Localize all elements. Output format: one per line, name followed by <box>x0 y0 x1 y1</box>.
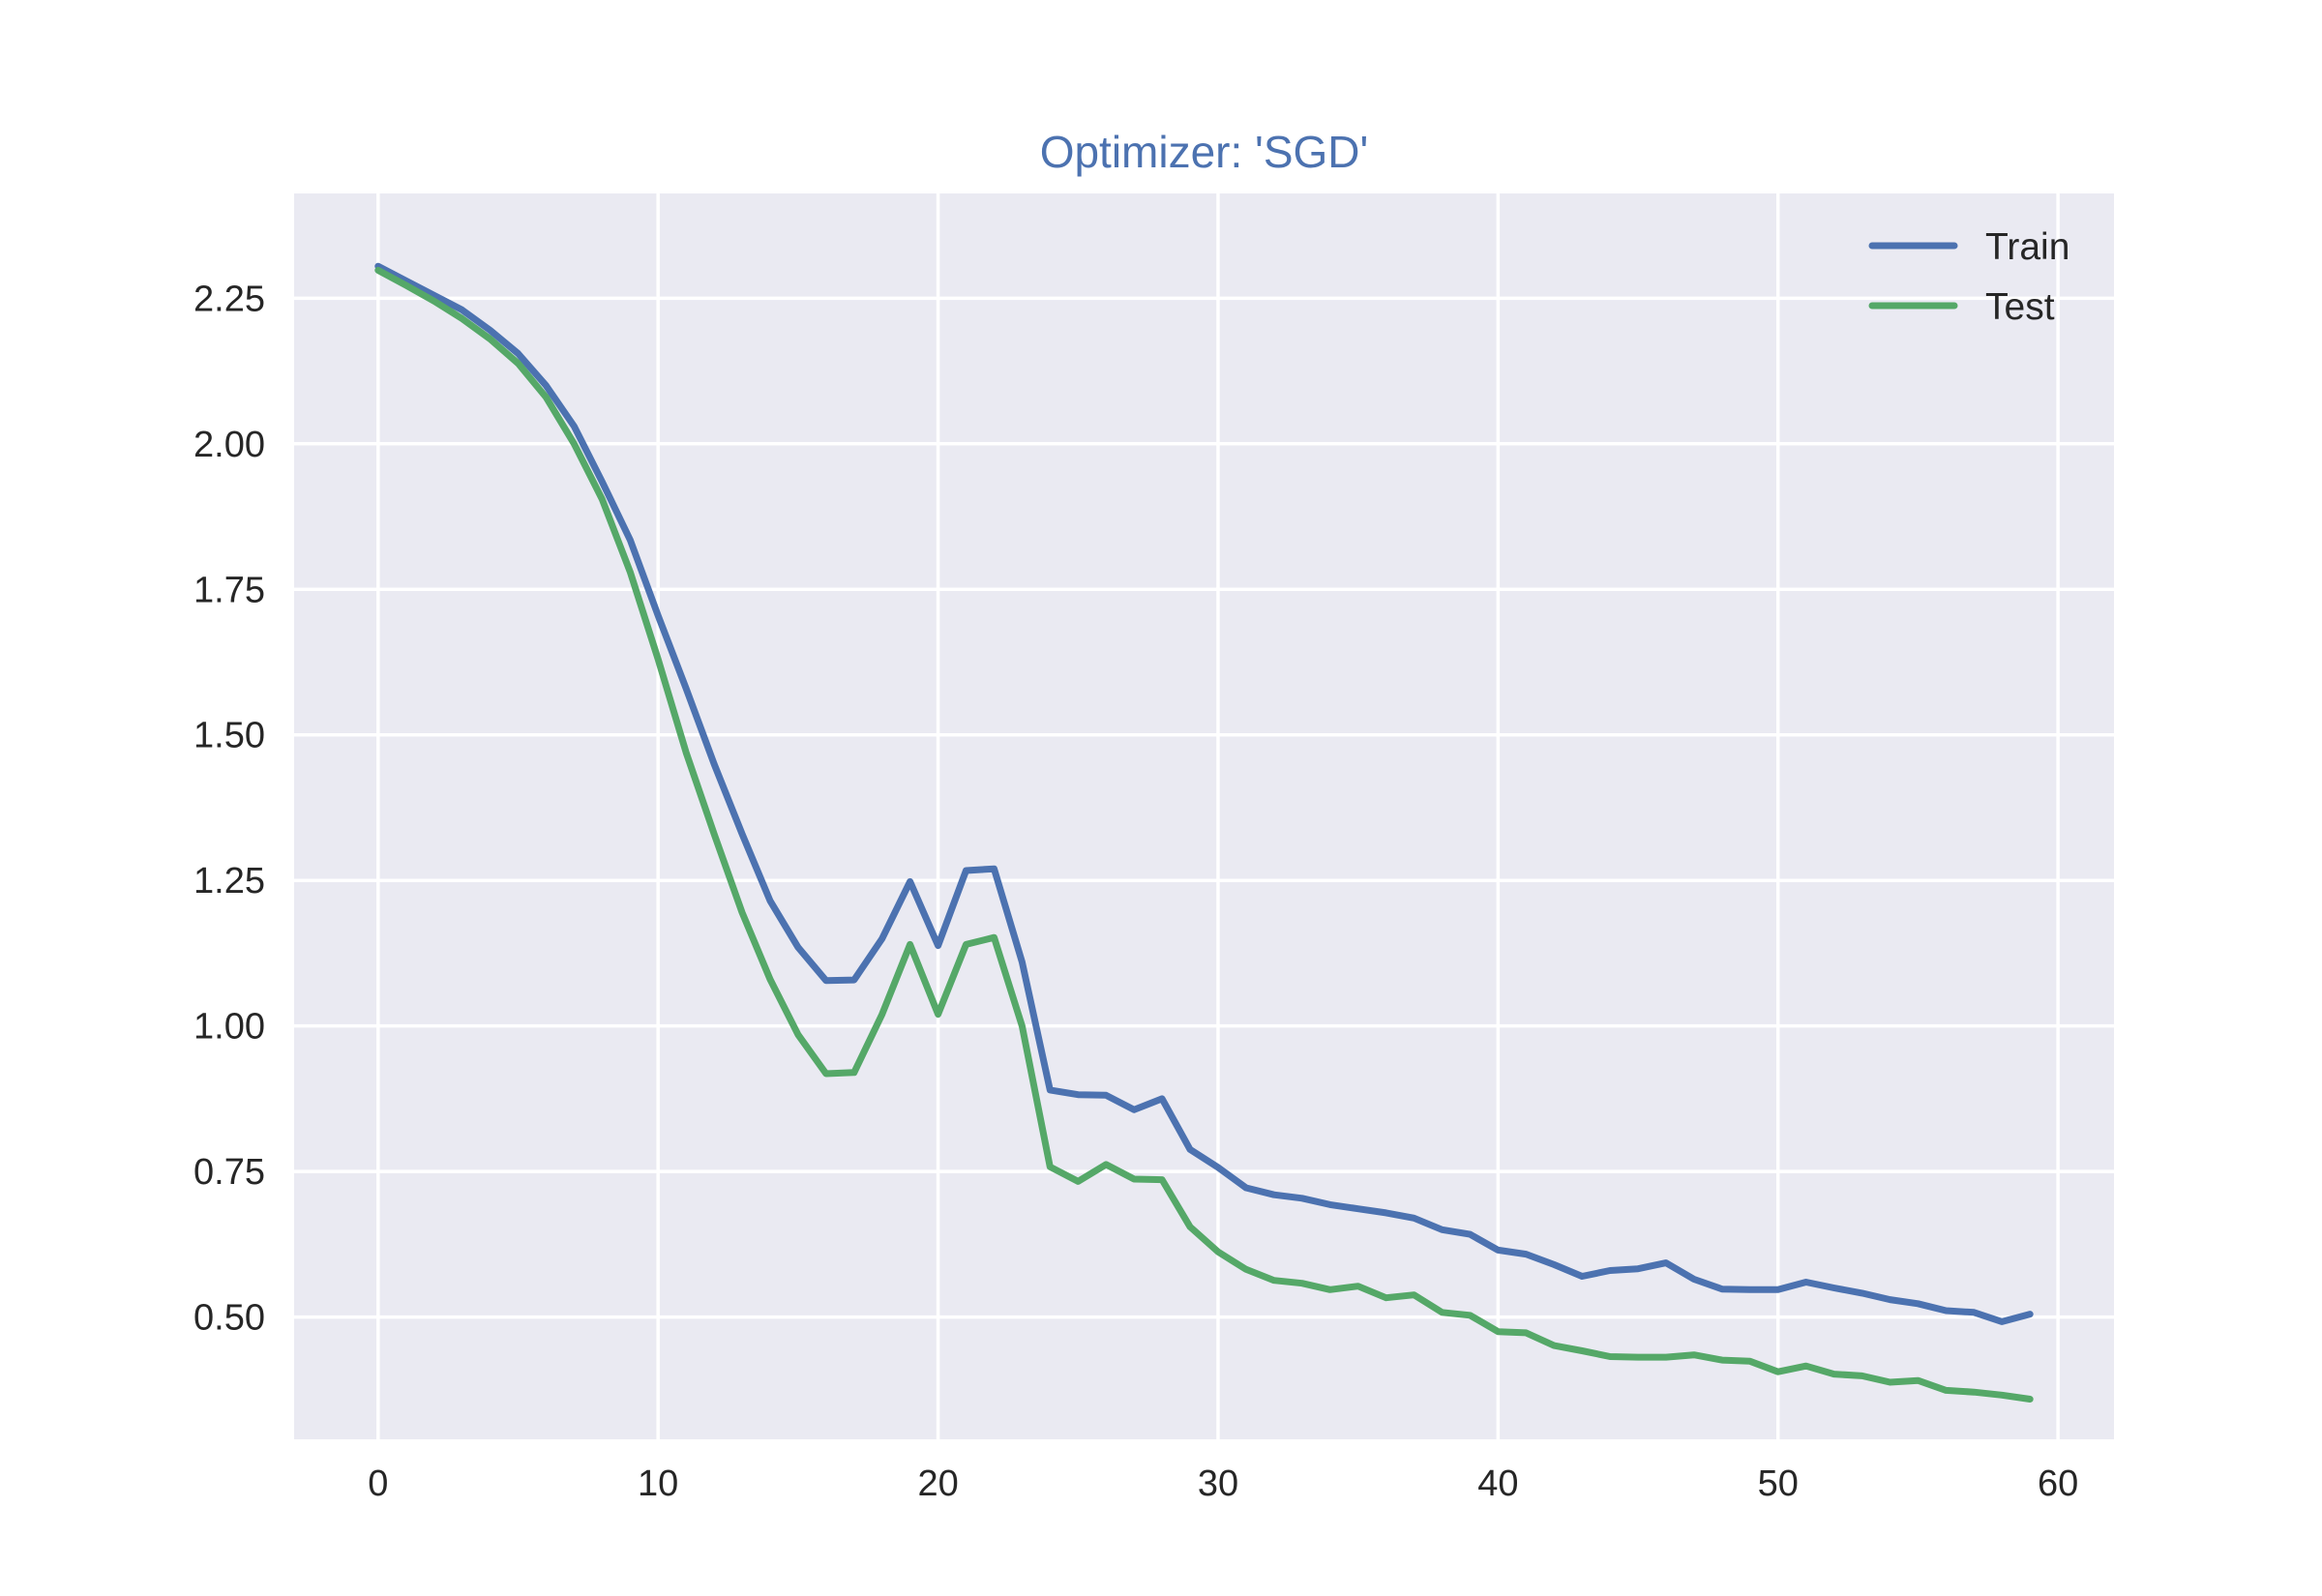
x-tick-label: 60 <box>2038 1463 2078 1504</box>
series-line-test <box>374 266 2034 1403</box>
x-tick-label: 10 <box>638 1463 678 1504</box>
x-tick-label: 40 <box>1477 1463 1518 1504</box>
y-tick-label: 0.75 <box>194 1152 265 1193</box>
y-tick-label: 1.75 <box>194 570 265 610</box>
plot-background <box>294 193 2114 1439</box>
legend-label: Test <box>1985 286 2055 328</box>
x-tick-label: 0 <box>368 1463 388 1504</box>
x-axis-ticks: 0 10 20 30 40 50 60 <box>368 1463 2078 1504</box>
y-axis-ticks: 0.50 0.75 1.00 1.25 1.50 1.75 2.00 2.25 <box>194 279 265 1338</box>
x-tick-label: 20 <box>917 1463 958 1504</box>
series-layer <box>374 262 2034 1403</box>
y-tick-label: 1.00 <box>194 1007 265 1048</box>
y-tick-label: 2.00 <box>194 425 265 465</box>
legend-item-train: Train <box>1868 226 2069 268</box>
y-tick-label: 2.25 <box>194 279 265 319</box>
legend: Train Test <box>1868 226 2069 328</box>
legend-label: Train <box>1985 226 2069 268</box>
x-tick-label: 50 <box>1758 1463 1799 1504</box>
y-tick-label: 1.50 <box>194 716 265 756</box>
chart-title: Optimizer: 'SGD' <box>1040 127 1369 177</box>
x-tick-label: 30 <box>1198 1463 1238 1504</box>
series-line-train <box>374 262 2034 1325</box>
y-tick-label: 0.50 <box>194 1298 265 1339</box>
y-tick-label: 1.25 <box>194 861 265 901</box>
legend-item-test: Test <box>1868 286 2055 328</box>
grid <box>294 193 2114 1439</box>
